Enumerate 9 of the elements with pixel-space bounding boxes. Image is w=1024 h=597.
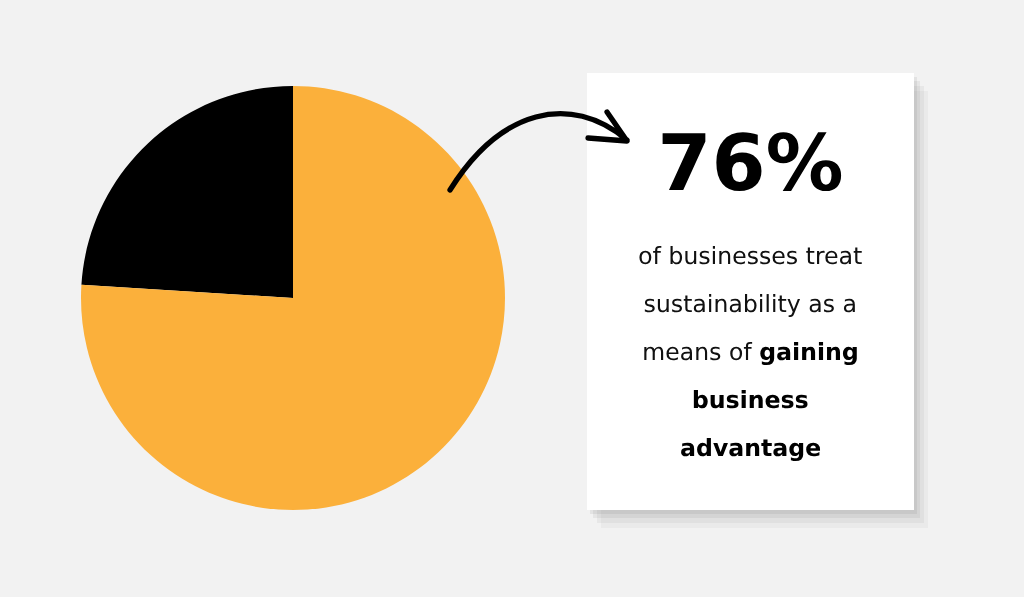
pie-slice <box>81 86 505 510</box>
text: gaining <box>760 342 857 366</box>
text: advantage <box>681 438 821 462</box>
text: 76% <box>662 132 842 192</box>
text: means of <box>644 342 753 361</box>
text: business <box>693 390 808 409</box>
pie-slice <box>81 86 293 298</box>
text: sustainability as a <box>644 294 855 317</box>
text: of businesses treat <box>639 246 862 265</box>
